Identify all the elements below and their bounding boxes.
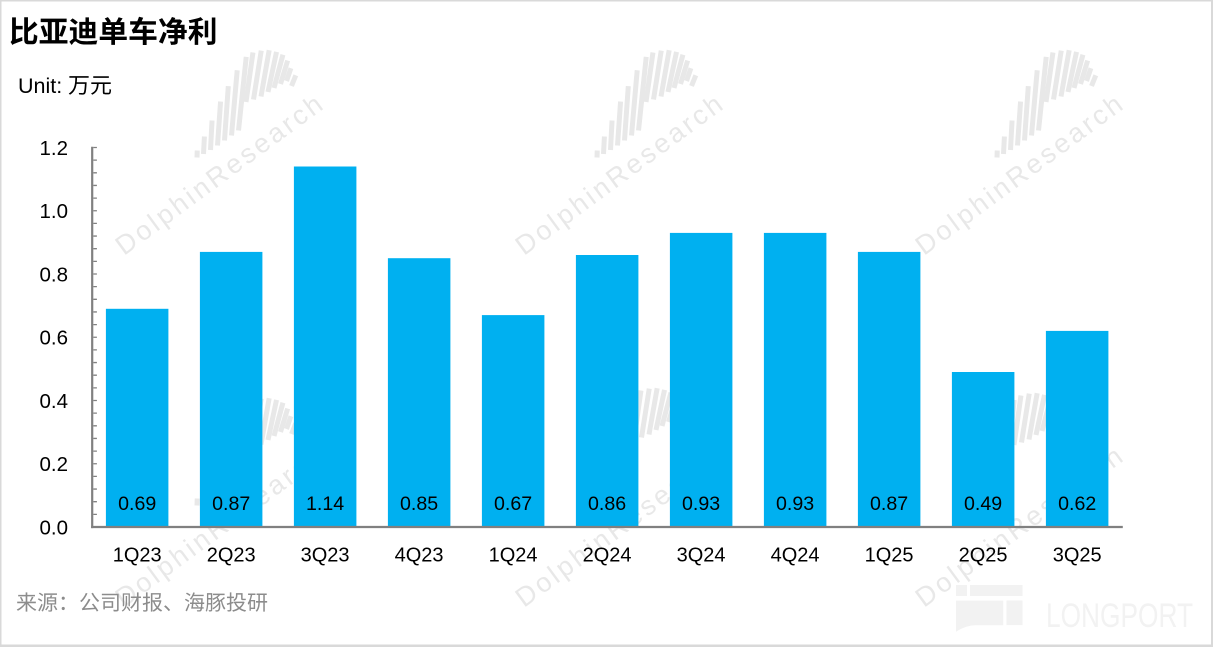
svg-text:LONGPORT: LONGPORT bbox=[1046, 597, 1193, 635]
svg-text:2Q24: 2Q24 bbox=[583, 545, 632, 567]
svg-text:4Q24: 4Q24 bbox=[771, 545, 820, 567]
svg-text:0.87: 0.87 bbox=[870, 493, 908, 515]
svg-text:0.2: 0.2 bbox=[40, 453, 69, 476]
svg-text:1Q23: 1Q23 bbox=[113, 545, 162, 567]
svg-text:3Q25: 3Q25 bbox=[1053, 545, 1102, 567]
svg-text:1.2: 1.2 bbox=[40, 137, 69, 160]
svg-text:0.93: 0.93 bbox=[682, 493, 720, 515]
svg-text:0.67: 0.67 bbox=[494, 493, 532, 515]
svg-text:0.6: 0.6 bbox=[40, 327, 69, 350]
svg-text:0.86: 0.86 bbox=[588, 493, 626, 515]
svg-text:0.62: 0.62 bbox=[1058, 493, 1096, 515]
svg-text:3Q23: 3Q23 bbox=[301, 545, 350, 567]
svg-text:1Q25: 1Q25 bbox=[865, 545, 914, 567]
svg-text:0.85: 0.85 bbox=[400, 493, 438, 515]
svg-text:0.87: 0.87 bbox=[212, 493, 250, 515]
svg-text:0.93: 0.93 bbox=[776, 493, 814, 515]
svg-text:1.14: 1.14 bbox=[306, 493, 344, 515]
svg-text:0.0: 0.0 bbox=[40, 516, 69, 539]
svg-text:3Q24: 3Q24 bbox=[677, 545, 726, 567]
svg-text:4Q23: 4Q23 bbox=[395, 545, 444, 567]
svg-text:0.8: 0.8 bbox=[40, 263, 69, 286]
svg-text:0.49: 0.49 bbox=[964, 493, 1002, 515]
svg-text:1.0: 1.0 bbox=[40, 200, 69, 223]
svg-text:0.69: 0.69 bbox=[118, 493, 156, 515]
svg-text:2Q25: 2Q25 bbox=[959, 545, 1008, 567]
svg-text:1Q24: 1Q24 bbox=[489, 545, 538, 567]
svg-text:0.4: 0.4 bbox=[40, 390, 69, 413]
svg-text:2Q23: 2Q23 bbox=[207, 545, 256, 567]
svg-text:Unit:: Unit: bbox=[18, 74, 62, 98]
